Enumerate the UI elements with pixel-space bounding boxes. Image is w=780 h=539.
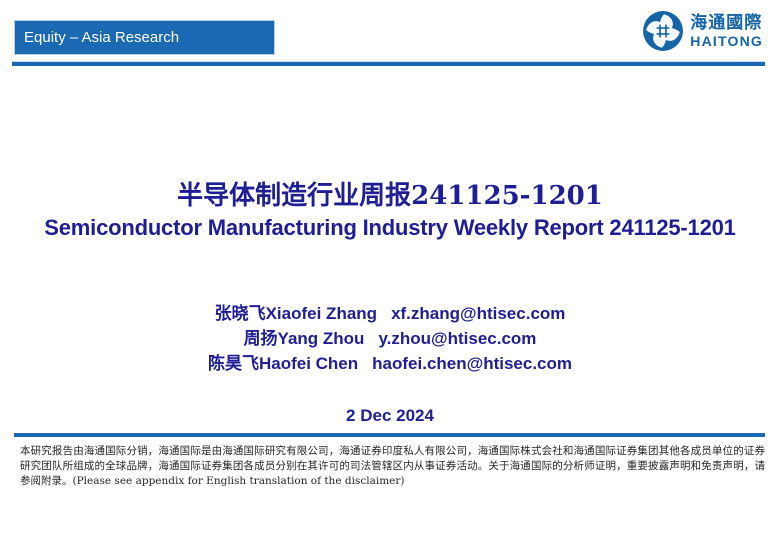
report-date: 2 Dec 2024 — [346, 406, 434, 425]
haitong-emblem-icon — [642, 10, 684, 52]
haitong-logo-text: 海通國際 HAITONG — [690, 12, 763, 49]
banner-label: Equity – Asia Research — [24, 29, 180, 46]
haitong-logo: 海通國際 HAITONG — [642, 10, 763, 52]
haitong-latin-name: HAITONG — [690, 32, 763, 49]
author-name: 陈昊飞Haofei Chen — [207, 354, 359, 373]
author-name: 周扬Yang Zhou — [243, 329, 365, 348]
author-email-link[interactable]: y.zhou@htisec.com — [378, 329, 537, 348]
author-email-link[interactable]: haofei.chen@htisec.com — [372, 354, 573, 373]
author-name: 张晓飞Xiaofei Zhang — [214, 304, 378, 323]
disclaimer-text: 本研究报告由海通国际分销，海通国际是由海通国际研究有限公司，海通证券印度私人有限… — [20, 445, 765, 487]
author-line: 陈昊飞Haofei Chen haofei.chen@htisec.com — [0, 351, 780, 376]
report-category-banner: Equity – Asia Research — [14, 20, 275, 55]
haitong-chinese-name: 海通國際 — [690, 12, 763, 33]
header-divider — [12, 61, 765, 66]
authors-block: 张晓飞Xiaofei Zhang xf.zhang@htisec.com 周扬Ya… — [0, 301, 780, 376]
author-line: 张晓飞Xiaofei Zhang xf.zhang@htisec.com — [0, 301, 780, 326]
author-email-link[interactable]: xf.zhang@htisec.com — [391, 304, 566, 323]
author-line: 周扬Yang Zhou y.zhou@htisec.com — [0, 326, 780, 351]
footer-divider — [14, 433, 765, 437]
report-title-english: Semiconductor Manufacturing Industry Wee… — [44, 215, 736, 240]
report-title-chinese: 半导体制造行业周报241125-1201 — [177, 181, 603, 211]
title-block: 半导体制造行业周报241125-1201 Semiconductor Manuf… — [0, 181, 780, 243]
